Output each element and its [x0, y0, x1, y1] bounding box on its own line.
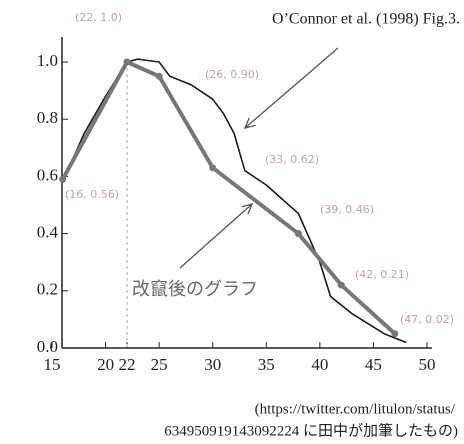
y-tick-label: 0.8	[37, 108, 58, 127]
point	[295, 230, 302, 237]
arrow	[180, 204, 252, 268]
y-tick-label: 1.0	[37, 51, 58, 70]
annotation: (39, 0.46)	[320, 203, 374, 216]
y-tick-label: 0.0	[37, 337, 58, 356]
source-line: 634950919143092224 に田中が加筆したもの)	[164, 422, 458, 439]
point	[338, 282, 345, 289]
y-tick-label: 0.2	[37, 280, 58, 299]
annotation: (33, 0.62)	[265, 153, 319, 166]
x-tick-label: 22	[119, 355, 136, 374]
y-tick-label: 0.4	[37, 223, 59, 242]
x-tick-label: 40	[311, 355, 328, 374]
point	[59, 176, 66, 183]
source-line: (https://twitter.com/litulon/status/	[255, 401, 456, 417]
annotation: (42, 0.21)	[355, 268, 409, 281]
x-tick-label: 25	[151, 355, 168, 374]
chart: O’Connor et al. (1998) Fig.3. 改竄後のグラフ (h…	[0, 0, 464, 444]
series-label: O’Connor et al. (1998) Fig.3.	[272, 11, 460, 28]
x-tick-label: 30	[204, 355, 221, 374]
y-tick-label: 0.6	[37, 165, 58, 184]
x-tick-label: 45	[365, 355, 382, 374]
x-tick-label: 50	[419, 355, 436, 374]
x-tick-label: 35	[258, 355, 275, 374]
point	[209, 164, 216, 171]
point	[391, 330, 398, 337]
annotation: (47, 0.02)	[400, 313, 454, 326]
x-tick-label: 15	[44, 355, 61, 374]
arrow	[245, 48, 338, 128]
annotation: (16, 0.56)	[65, 188, 119, 201]
annotation: (26, 0.90)	[205, 68, 259, 81]
point	[124, 59, 131, 66]
point	[156, 73, 163, 80]
series-label: 改竄後のグラフ	[132, 279, 258, 300]
x-tick-label: 20	[97, 355, 114, 374]
annotation: (22, 1.0)	[75, 11, 122, 24]
